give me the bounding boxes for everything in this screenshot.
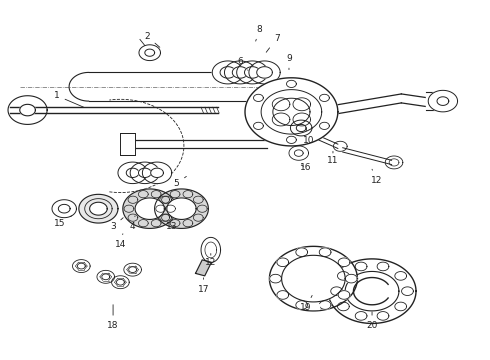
Polygon shape	[328, 259, 416, 323]
Polygon shape	[126, 168, 139, 177]
Polygon shape	[139, 168, 151, 177]
Text: 7: 7	[266, 34, 280, 52]
Polygon shape	[319, 248, 331, 256]
Polygon shape	[212, 61, 244, 84]
Polygon shape	[220, 67, 236, 78]
Polygon shape	[270, 274, 281, 283]
Polygon shape	[338, 302, 349, 311]
Polygon shape	[124, 263, 142, 276]
Polygon shape	[282, 255, 345, 302]
Polygon shape	[395, 271, 407, 280]
Text: 6: 6	[237, 57, 248, 70]
Polygon shape	[73, 260, 90, 273]
Polygon shape	[118, 162, 147, 184]
Text: 11: 11	[327, 151, 339, 165]
Polygon shape	[90, 202, 107, 215]
Polygon shape	[52, 200, 76, 218]
Polygon shape	[345, 271, 399, 311]
Polygon shape	[289, 146, 309, 160]
Polygon shape	[167, 198, 196, 220]
Text: 14: 14	[115, 234, 126, 249]
Polygon shape	[377, 262, 389, 271]
Polygon shape	[151, 168, 163, 177]
Polygon shape	[331, 287, 343, 296]
Polygon shape	[338, 271, 349, 280]
Polygon shape	[112, 276, 129, 289]
Polygon shape	[355, 312, 367, 320]
Text: 12: 12	[205, 253, 217, 267]
Text: 3: 3	[110, 218, 123, 231]
Text: 17: 17	[198, 278, 209, 294]
Polygon shape	[79, 194, 118, 223]
Polygon shape	[308, 304, 319, 309]
Polygon shape	[89, 72, 272, 101]
Polygon shape	[249, 61, 280, 84]
Polygon shape	[20, 104, 35, 116]
Polygon shape	[296, 248, 308, 256]
Text: 9: 9	[286, 54, 292, 69]
Polygon shape	[277, 258, 289, 267]
FancyBboxPatch shape	[121, 134, 135, 155]
Text: 12: 12	[371, 169, 383, 185]
Polygon shape	[123, 189, 176, 228]
Polygon shape	[291, 120, 312, 136]
Polygon shape	[145, 49, 155, 56]
Polygon shape	[143, 162, 172, 184]
Polygon shape	[135, 198, 164, 220]
Polygon shape	[277, 291, 289, 299]
Text: 1: 1	[54, 91, 84, 107]
Polygon shape	[130, 162, 159, 184]
Text: 18: 18	[107, 305, 119, 330]
Text: 8: 8	[256, 25, 263, 41]
Polygon shape	[270, 246, 357, 311]
Polygon shape	[338, 258, 350, 267]
Polygon shape	[232, 67, 248, 78]
Polygon shape	[237, 61, 268, 84]
Polygon shape	[428, 90, 458, 112]
Polygon shape	[245, 67, 260, 78]
Text: 19: 19	[300, 296, 312, 312]
Polygon shape	[224, 61, 256, 84]
Polygon shape	[426, 92, 441, 110]
Polygon shape	[139, 45, 160, 60]
Polygon shape	[345, 274, 357, 283]
Text: 10: 10	[303, 128, 314, 145]
Polygon shape	[58, 204, 70, 213]
Polygon shape	[155, 189, 208, 228]
Polygon shape	[257, 67, 272, 78]
Polygon shape	[319, 301, 331, 309]
Polygon shape	[77, 263, 85, 269]
Polygon shape	[102, 274, 110, 280]
Polygon shape	[117, 279, 124, 285]
Polygon shape	[296, 301, 308, 309]
Polygon shape	[8, 96, 47, 125]
Polygon shape	[355, 262, 367, 271]
Text: 4: 4	[130, 216, 135, 231]
Text: 13: 13	[166, 216, 177, 231]
Polygon shape	[338, 291, 350, 299]
Polygon shape	[129, 267, 137, 273]
Polygon shape	[402, 287, 414, 296]
Text: 15: 15	[53, 216, 72, 228]
Text: 20: 20	[367, 312, 378, 330]
Polygon shape	[296, 125, 306, 132]
Text: 2: 2	[145, 32, 160, 47]
Text: 16: 16	[300, 163, 312, 172]
Polygon shape	[97, 270, 115, 283]
Polygon shape	[395, 302, 407, 311]
Polygon shape	[245, 78, 338, 146]
Polygon shape	[437, 97, 449, 105]
Polygon shape	[196, 260, 211, 276]
Polygon shape	[377, 312, 389, 320]
Text: 5: 5	[174, 176, 186, 188]
Polygon shape	[294, 150, 303, 156]
